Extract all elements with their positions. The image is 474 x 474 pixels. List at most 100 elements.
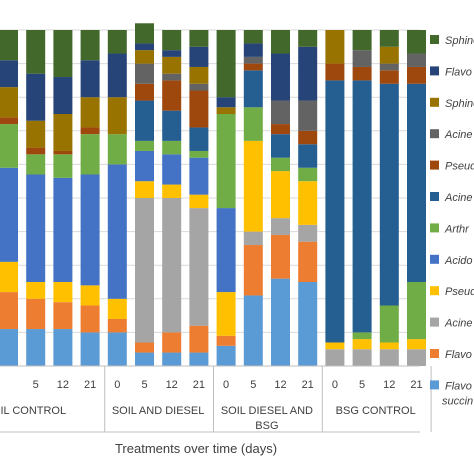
bar-segment — [53, 329, 73, 366]
bar-segment — [80, 134, 100, 175]
bar-segment — [298, 144, 318, 168]
bar-segment — [53, 302, 73, 330]
bar-segment — [352, 332, 372, 340]
bar-segment — [53, 30, 73, 78]
bar-segment — [189, 325, 209, 353]
bar-segment — [162, 352, 182, 366]
x-tick-label: 21 — [84, 379, 96, 391]
bar-segment — [162, 140, 182, 155]
bar-segment — [243, 43, 263, 57]
bar-segment — [162, 80, 182, 111]
bar-segment — [135, 198, 154, 343]
bar-segment — [189, 90, 209, 128]
x-tick-label: 21 — [193, 379, 205, 391]
bar-segment — [298, 224, 318, 242]
bar-segment — [189, 352, 209, 366]
bar-segment — [407, 30, 426, 54]
bar-segment — [325, 63, 345, 81]
bars — [0, 23, 426, 366]
bar-segment — [135, 50, 154, 64]
bar-segment — [0, 30, 18, 61]
bar-segment — [53, 114, 73, 151]
bar-segment — [189, 194, 209, 209]
bar-segment — [407, 339, 426, 350]
bar-segment — [271, 171, 290, 219]
bar-segment — [135, 352, 154, 366]
legend-swatch — [430, 160, 439, 170]
bar-segment — [216, 208, 236, 293]
bar-segment — [0, 261, 18, 293]
bar-segment — [135, 43, 154, 51]
bar-segment — [379, 70, 399, 84]
bar-segment — [80, 30, 100, 61]
bar-segment — [407, 66, 426, 84]
bar-segment — [0, 117, 18, 125]
bar-segment — [107, 298, 127, 319]
bar-segment — [407, 53, 426, 67]
bar-segment — [325, 349, 345, 366]
bar-segment — [298, 130, 318, 145]
legend-label: Sphino — [445, 98, 474, 110]
bar-segment — [135, 140, 154, 151]
legend-label: Acido — [444, 255, 473, 267]
bar-segment — [107, 332, 127, 366]
legend-swatch — [430, 223, 439, 233]
bar-segment — [26, 147, 46, 155]
x-tick-label: 5 — [33, 379, 39, 391]
bar-segment — [107, 134, 127, 165]
bar-segment — [271, 218, 290, 235]
bar-segment — [189, 157, 209, 195]
bar-segment — [379, 83, 399, 306]
bar-segment — [0, 167, 18, 262]
bar-segment — [189, 83, 209, 91]
bar-segment — [162, 154, 182, 185]
x-tick-label: 5 — [250, 379, 256, 391]
bar-segment — [352, 80, 372, 333]
x-tick-label: 5 — [359, 379, 365, 391]
bar-segment — [243, 231, 263, 246]
bar-segment — [352, 50, 372, 67]
legend-swatch — [430, 380, 439, 390]
bar-segment — [298, 241, 318, 282]
legend-swatch — [430, 129, 439, 139]
bar-segment — [216, 292, 236, 336]
bar-segment — [243, 107, 263, 141]
x-tick-label: 0 — [332, 379, 338, 391]
bar-segment — [162, 73, 182, 81]
group-label: SOIL DIESEL AND BSG — [221, 405, 313, 432]
legend-swatch — [430, 349, 439, 358]
bar-segment — [271, 100, 290, 125]
legend-label: Sphino — [445, 35, 474, 47]
legend-label: Pseud — [445, 286, 474, 298]
x-tick-label: 0 — [114, 379, 120, 391]
legend-label: Pseud — [445, 161, 474, 173]
bar-segment — [26, 282, 46, 299]
bar-segment — [271, 124, 290, 135]
bar-segment — [298, 30, 318, 47]
legend-swatch — [430, 97, 439, 107]
legend-label: Arthr — [444, 223, 470, 235]
bar-segment — [53, 77, 73, 114]
bar-segment — [243, 140, 263, 232]
bar-segment — [135, 150, 154, 182]
legend-label: Acine — [444, 318, 473, 330]
x-tick-label: 12 — [383, 379, 395, 391]
group-label: SOIL AND DIESEL — [112, 405, 205, 417]
bar-segment — [271, 53, 290, 101]
bar-segment — [162, 50, 182, 57]
bar-segment — [216, 107, 236, 114]
x-axis: 5 12 21 0 5 12 21 0 5 12 21 0 5 12 21 IL CONTROL SOIL AN… — [0, 365, 432, 433]
bar-segment — [216, 335, 236, 346]
bar-segment — [80, 332, 100, 366]
bar-segment — [26, 329, 46, 366]
legend-label: Flavo — [445, 66, 472, 78]
bar-segment — [162, 332, 182, 353]
legend-label: Acine — [444, 129, 473, 141]
bar-segment — [271, 234, 290, 279]
bar-segment — [80, 285, 100, 306]
bar-segment — [80, 60, 100, 98]
bar-segment — [135, 181, 154, 198]
x-axis-title: Treatments over time (days) — [115, 441, 277, 456]
bar-segment — [298, 100, 318, 131]
bar-segment — [298, 167, 318, 182]
